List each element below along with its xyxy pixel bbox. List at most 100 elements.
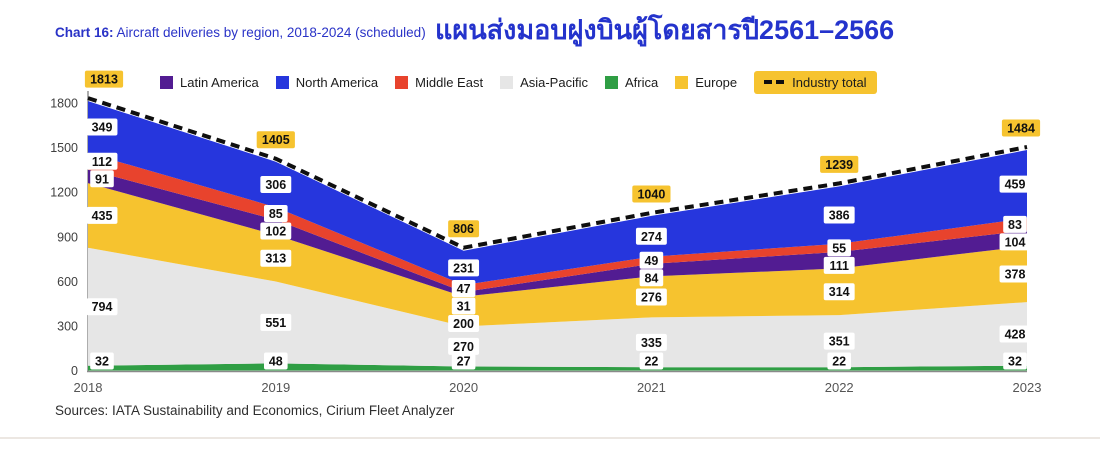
legend-swatch xyxy=(160,75,173,89)
value-label: 22 xyxy=(832,355,846,369)
value-label-bg xyxy=(999,233,1031,251)
legend-label: Europe xyxy=(695,74,738,90)
legend-label: North America xyxy=(295,74,379,90)
value-label: 104 xyxy=(1005,235,1026,249)
x-tick-label: 2022 xyxy=(825,380,854,395)
total-label-bg xyxy=(448,220,480,238)
legend-item-europe: Europe xyxy=(675,75,737,90)
legend-item-industry-total: Industry total xyxy=(754,70,877,94)
area-north-america xyxy=(88,101,1027,285)
value-label-bg xyxy=(639,251,664,269)
legend-item-north-america: North America xyxy=(275,74,379,90)
total-label-bg xyxy=(1001,119,1041,137)
total-label: 1239 xyxy=(825,158,853,172)
total-label-bg xyxy=(84,70,124,88)
value-label-bg xyxy=(448,259,480,277)
value-label: 794 xyxy=(92,300,113,314)
value-label: 84 xyxy=(644,271,658,285)
value-label-bg xyxy=(823,283,855,301)
value-label: 31 xyxy=(457,300,471,314)
value-label: 47 xyxy=(457,282,471,296)
value-label-bg xyxy=(260,313,292,331)
legend-label: Asia-Pacific xyxy=(520,74,588,90)
value-label: 314 xyxy=(829,285,850,299)
value-label-bg xyxy=(639,352,664,370)
legend-label: Latin America xyxy=(180,74,259,90)
thai-title: แผนส่งมอบฝูงบินผู้โดยสารปี2561–2566 xyxy=(435,15,895,45)
total-label-bg xyxy=(820,155,859,173)
x-tick-label: 2020 xyxy=(449,380,478,395)
value-label: 349 xyxy=(92,121,113,135)
value-label: 378 xyxy=(1005,268,1026,282)
y-tick-label: 1800 xyxy=(50,97,78,111)
value-label: 83 xyxy=(1008,218,1022,232)
y-tick-label: 0 xyxy=(71,364,78,378)
value-label-bg xyxy=(90,352,114,370)
y-tick-label: 300 xyxy=(57,319,78,333)
bottom-divider xyxy=(0,437,1100,439)
value-label: 91 xyxy=(95,172,109,186)
value-label-bg xyxy=(86,152,118,170)
value-label: 274 xyxy=(641,230,662,244)
total-label-bg xyxy=(256,131,295,149)
value-label-bg xyxy=(260,249,292,267)
value-label-bg xyxy=(823,206,855,224)
value-label-bg xyxy=(260,175,292,193)
value-label-bg xyxy=(1003,215,1027,233)
value-label-bg xyxy=(635,333,667,351)
value-label-bg xyxy=(264,204,288,222)
value-label-bg xyxy=(999,175,1031,193)
value-label: 27 xyxy=(457,355,471,369)
legend-label: Africa xyxy=(624,74,659,90)
total-label: 1040 xyxy=(637,187,665,201)
value-label-bg xyxy=(999,265,1031,283)
value-label: 313 xyxy=(265,252,286,266)
x-tick-label: 2018 xyxy=(74,380,103,395)
value-label: 48 xyxy=(269,355,283,369)
chart-caption: Aircraft deliveries by region, 2018-2024… xyxy=(113,25,426,40)
value-label: 22 xyxy=(644,355,658,369)
value-label-bg xyxy=(827,352,851,370)
value-label: 111 xyxy=(829,259,849,273)
value-label: 459 xyxy=(1005,178,1026,192)
legend-item-middle-east: Middle East xyxy=(395,75,483,90)
y-tick-label: 1500 xyxy=(50,141,78,155)
value-label: 386 xyxy=(829,209,850,223)
area-asia-pacific xyxy=(88,247,1027,368)
legend-label: Industry total xyxy=(792,74,867,90)
area-europe xyxy=(88,183,1027,327)
value-label-bg xyxy=(86,118,118,136)
value-label-bg xyxy=(86,298,118,316)
value-label: 231 xyxy=(453,261,474,275)
value-label: 200 xyxy=(453,317,474,331)
value-label-bg xyxy=(448,315,480,333)
value-label: 32 xyxy=(1008,355,1022,369)
source-note: Sources: IATA Sustainability and Economi… xyxy=(55,403,455,418)
legend-swatch xyxy=(604,75,618,89)
y-tick-label: 1200 xyxy=(50,186,78,200)
value-label-bg xyxy=(260,222,292,240)
value-label-bg xyxy=(264,352,288,370)
value-label: 55 xyxy=(832,241,846,255)
value-label-bg xyxy=(635,288,667,306)
total-label: 1484 xyxy=(1007,121,1035,135)
legend-swatch xyxy=(275,75,289,89)
dashed-line-swatch xyxy=(764,80,785,84)
value-label-bg xyxy=(639,269,664,287)
value-label-bg xyxy=(823,332,855,350)
value-label: 435 xyxy=(92,209,113,223)
industry-total-line xyxy=(87,96,1028,250)
total-label: 1405 xyxy=(262,133,290,147)
total-label: 806 xyxy=(453,222,474,236)
x-tick-label: 2023 xyxy=(1013,380,1042,395)
value-label: 276 xyxy=(641,290,662,304)
value-label-bg xyxy=(823,256,855,274)
value-label: 551 xyxy=(265,316,286,330)
legend-item-africa: Africa xyxy=(604,74,659,90)
value-label: 85 xyxy=(269,207,283,221)
area-africa xyxy=(88,363,1027,371)
value-label-bg xyxy=(86,206,118,224)
value-label-bg xyxy=(1003,352,1027,370)
x-tick-label: 2019 xyxy=(261,380,290,395)
